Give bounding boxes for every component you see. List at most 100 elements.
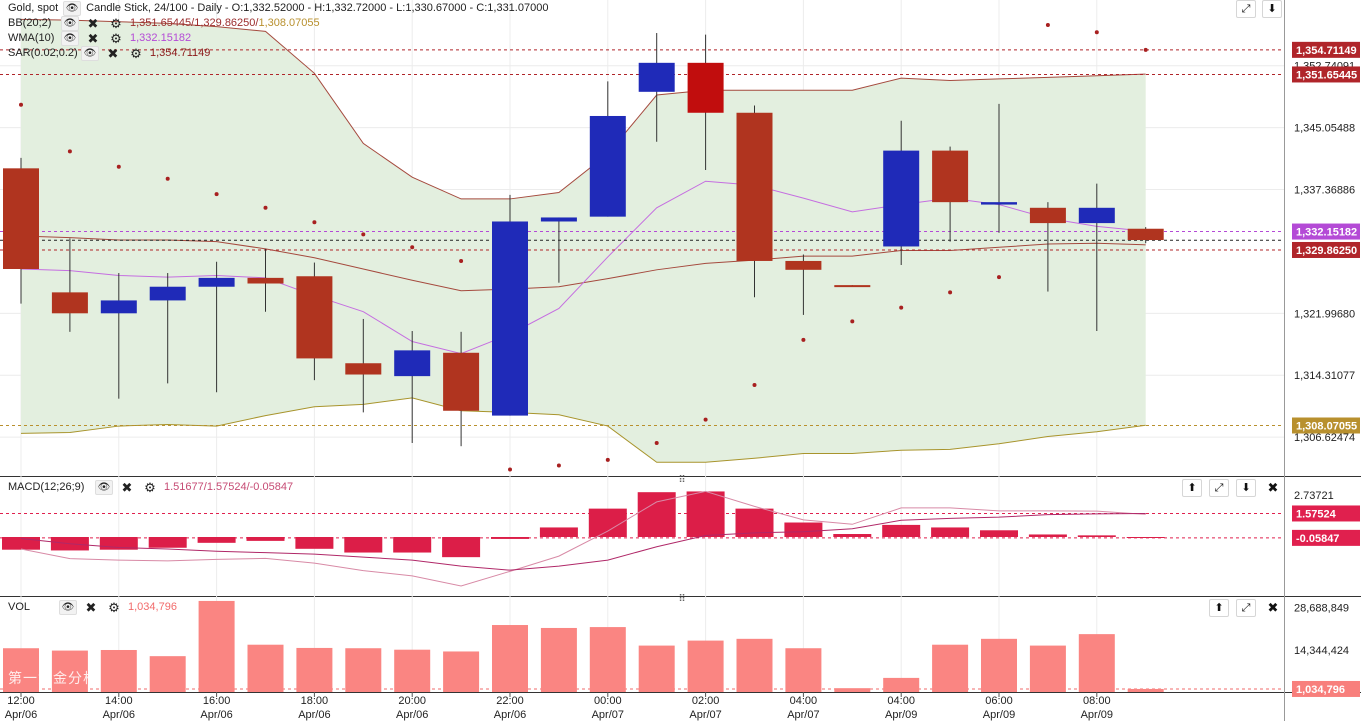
- candle-bear: [785, 260, 822, 270]
- close-icon[interactable]: ✖: [87, 30, 99, 46]
- close-icon[interactable]: ✖: [1263, 599, 1283, 617]
- date-tick-label: Apr/06: [298, 709, 330, 721]
- macd-line: [20, 490, 1146, 587]
- gear-icon[interactable]: ⚙: [110, 30, 122, 46]
- price-tick-label: 1,321.99680: [1294, 308, 1355, 320]
- eye-icon[interactable]: 👁: [59, 599, 77, 615]
- time-tick-label: 02:00: [692, 695, 720, 707]
- bb-upper-line: [20, 18, 1146, 200]
- arrow-down-icon[interactable]: ⬇: [1262, 0, 1282, 18]
- chart-header: Gold, spot 👁 Candle Stick, 24/100 - Dail…: [8, 0, 549, 16]
- macd-label: MACD(12;26;9): [8, 481, 85, 493]
- sar-dot: [556, 463, 561, 468]
- sar-dot: [1143, 47, 1148, 52]
- volume-tick-label: 14,344,424: [1294, 645, 1349, 657]
- chart-info-label: Candle Stick, 24/100 - Daily - O:1,332.5…: [86, 2, 549, 14]
- candle-bear: [834, 285, 871, 288]
- sar-dot: [752, 382, 757, 387]
- close-icon[interactable]: ✖: [85, 599, 97, 615]
- time-tick-label: 22:00: [496, 695, 524, 707]
- arrow-up-icon[interactable]: ⬆: [1182, 479, 1202, 497]
- macd-legend: MACD(12;26;9) 👁 ✖ ⚙ 1.51677/1.57524/-0.0…: [8, 479, 293, 495]
- volume-bar: [932, 644, 969, 692]
- price-label: 1,329.86250: [1296, 245, 1357, 257]
- sar-dot: [410, 245, 415, 250]
- date-tick-label: Apr/07: [787, 709, 819, 721]
- bb-values: 1,351.65445/1,329.86250/1,308.07055: [130, 17, 320, 29]
- macd-bar: [148, 537, 187, 548]
- arrow-down-icon[interactable]: ⬇: [1236, 479, 1256, 497]
- date-tick-label: Apr/06: [200, 709, 232, 721]
- arrow-up-icon[interactable]: ⬆: [1209, 599, 1229, 617]
- sar-dot: [361, 232, 366, 237]
- macd-bar: [931, 527, 970, 537]
- sar-dot: [214, 192, 219, 197]
- volume-bar: [247, 644, 284, 692]
- volume-bar: [687, 640, 724, 692]
- volume-bar: [443, 651, 480, 692]
- volume-bar: [1029, 645, 1066, 692]
- price-tick-label: 1,345.05488: [1294, 123, 1355, 135]
- date-tick-label: Apr/09: [885, 709, 917, 721]
- macd-label: 1.57524: [1296, 508, 1337, 520]
- close-icon[interactable]: ✖: [121, 479, 133, 495]
- sar-dot: [605, 457, 610, 462]
- candle-bear: [443, 352, 480, 411]
- close-icon[interactable]: ✖: [87, 15, 99, 31]
- volume-bar: [296, 647, 333, 692]
- price-label-bg: [1292, 41, 1360, 58]
- macd-bar: [295, 537, 334, 549]
- candle-bear: [687, 62, 724, 113]
- macd-bar: [491, 537, 529, 539]
- macd-tick-label: 2.73721: [1294, 490, 1334, 502]
- sar-dot: [899, 305, 904, 310]
- candle-bull: [883, 150, 920, 247]
- candle-bull: [394, 350, 431, 377]
- price-label: 1,354.71149: [1296, 45, 1357, 57]
- eye-icon[interactable]: 👁: [81, 45, 99, 61]
- bb-label: BB(20;2): [8, 17, 52, 29]
- bb-value: 1,329.86250/: [194, 17, 259, 29]
- close-icon[interactable]: ✖: [107, 45, 119, 61]
- sar-dot: [165, 176, 170, 181]
- candle-bull: [149, 286, 186, 301]
- date-tick-label: Apr/06: [5, 709, 37, 721]
- gear-icon[interactable]: ⚙: [110, 15, 122, 31]
- price-label: 1,332.15182: [1296, 227, 1357, 239]
- eye-icon[interactable]: 👁: [61, 15, 79, 31]
- volume-bar: [638, 645, 675, 692]
- sar-label: SAR(0.02;0.2): [8, 47, 78, 59]
- candle-bear: [3, 168, 39, 270]
- volume-tick-label: 28,688,849: [1294, 603, 1349, 615]
- sar-legend: SAR(0.02;0.2) 👁 ✖ ⚙ 1,354.71149: [8, 45, 211, 61]
- date-tick-label: Apr/07: [689, 709, 721, 721]
- gear-icon[interactable]: ⚙: [108, 599, 120, 615]
- volume-bar: [1127, 688, 1164, 692]
- volume-bar: [540, 627, 577, 692]
- maximize-icon[interactable]: ⤢: [1209, 479, 1229, 497]
- eye-icon[interactable]: 👁: [63, 0, 82, 16]
- eye-icon[interactable]: 👁: [61, 30, 79, 46]
- candle-bear: [51, 292, 88, 314]
- sar-dot: [801, 337, 806, 342]
- price-tick-label: 1,314.31077: [1294, 370, 1355, 382]
- eye-icon[interactable]: 👁: [95, 479, 113, 495]
- sar-values: 1,354.71149: [150, 47, 211, 59]
- candle-bear: [345, 363, 382, 375]
- gear-icon[interactable]: ⚙: [144, 479, 156, 495]
- date-tick-label: Apr/06: [396, 709, 428, 721]
- volume-bar: [785, 648, 822, 692]
- sar-dot: [997, 275, 1001, 280]
- maximize-icon[interactable]: ⤢: [1236, 599, 1256, 617]
- candle-bear: [932, 150, 969, 203]
- close-icon[interactable]: ✖: [1263, 479, 1283, 497]
- macd-label-bg: [1292, 529, 1360, 546]
- candle-bear: [1127, 228, 1164, 241]
- macd-bar: [588, 508, 627, 537]
- gear-icon[interactable]: ⚙: [130, 45, 142, 61]
- candle-bull: [1078, 207, 1115, 224]
- volume-bar: [51, 650, 88, 692]
- maximize-icon[interactable]: ⤢: [1236, 0, 1256, 18]
- macd-bar: [1126, 537, 1165, 538]
